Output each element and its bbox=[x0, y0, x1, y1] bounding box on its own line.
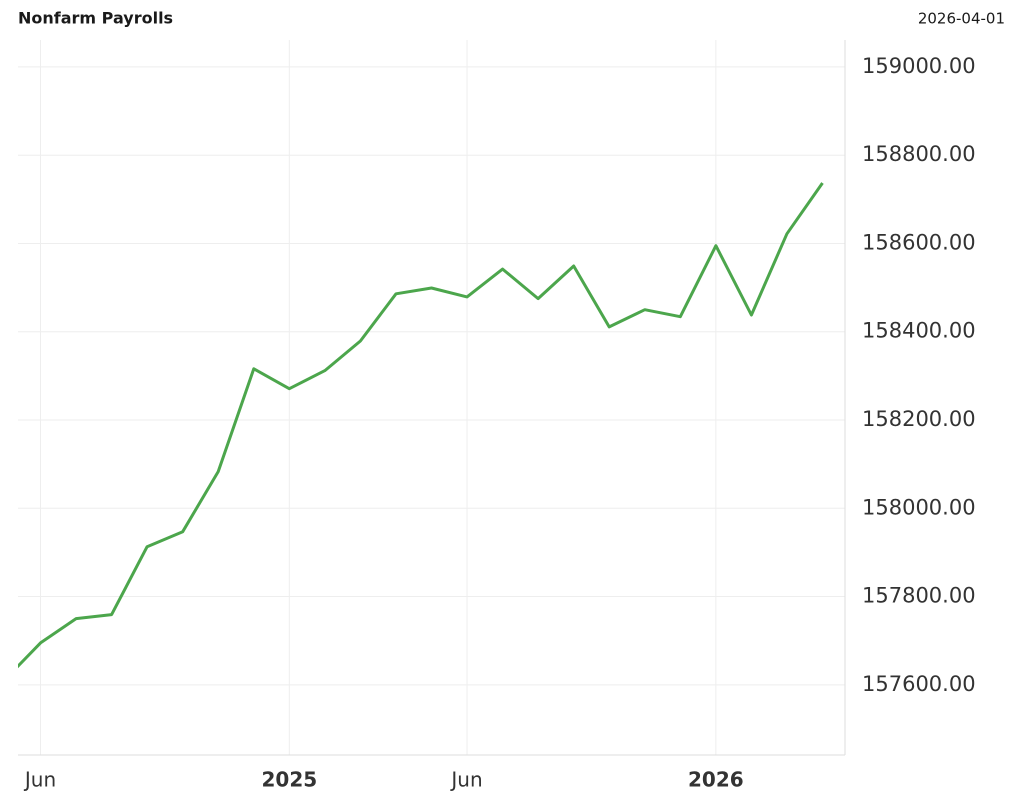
latest-date: 2026-04-01 bbox=[918, 10, 1005, 28]
y-tick-label: 158800.00 bbox=[862, 142, 976, 166]
y-tick-label: 158600.00 bbox=[862, 230, 976, 254]
y-tick-label: 158400.00 bbox=[862, 319, 976, 343]
y-tick-label: 159000.00 bbox=[862, 54, 976, 78]
x-tick-label: 2025 bbox=[261, 768, 317, 792]
y-tick-label: 158200.00 bbox=[862, 407, 976, 431]
y-tick-label: 157600.00 bbox=[862, 672, 976, 696]
x-tick-label: Jun bbox=[449, 768, 482, 792]
grid bbox=[18, 40, 845, 755]
x-tick-label: 2026 bbox=[688, 768, 744, 792]
chart-title: Nonfarm Payrolls bbox=[18, 9, 173, 28]
y-tick-label: 158000.00 bbox=[862, 495, 976, 519]
data-line bbox=[18, 182, 824, 669]
labels: 157600.00 157800.00 158000.00 158200.00 1584… bbox=[23, 54, 976, 792]
plot-area bbox=[18, 182, 824, 669]
y-tick-label: 157800.00 bbox=[862, 584, 976, 608]
x-tick-label: Jun bbox=[23, 768, 56, 792]
